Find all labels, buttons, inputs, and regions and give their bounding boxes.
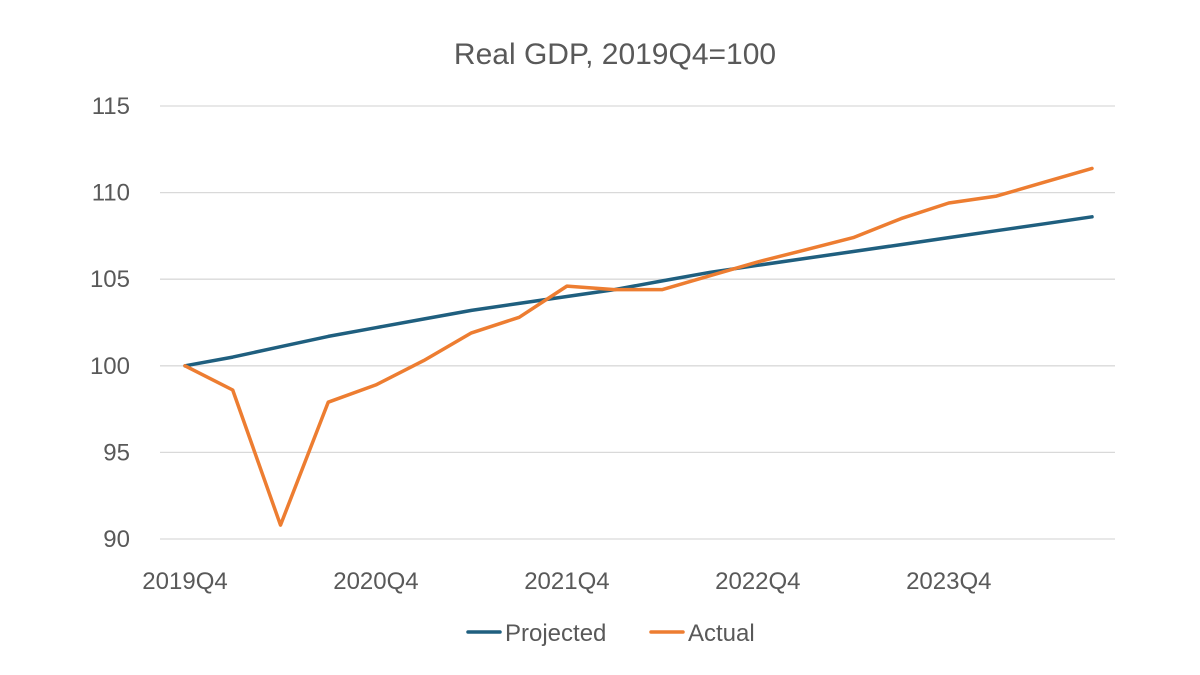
series-line-projected [183,215,1094,368]
y-tick-label: 105 [90,266,130,293]
chart-title: Real GDP, 2019Q4=100 [454,38,776,71]
y-tick-label: 95 [103,439,130,466]
y-axis-ticks: 90 95 100 105 110 115 [90,93,130,553]
gridlines [160,105,1115,540]
x-axis-ticks: 2019Q4 2020Q4 2021Q4 2022Q4 2023Q4 [142,568,991,595]
legend-label-actual: Actual [688,620,755,647]
series-lines [183,166,1094,527]
x-tick-label: 2022Q4 [715,568,800,595]
y-tick-label: 90 [103,526,130,553]
y-tick-label: 110 [92,180,130,207]
legend: Projected Actual [466,620,755,647]
x-tick-label: 2023Q4 [906,568,991,595]
x-tick-label: 2019Q4 [142,568,227,595]
x-tick-label: 2020Q4 [333,568,418,595]
legend-label-projected: Projected [505,620,606,647]
series-line-actual [183,166,1094,527]
x-tick-label: 2021Q4 [524,568,609,595]
y-tick-label: 115 [92,93,130,120]
y-tick-label: 100 [90,353,130,380]
